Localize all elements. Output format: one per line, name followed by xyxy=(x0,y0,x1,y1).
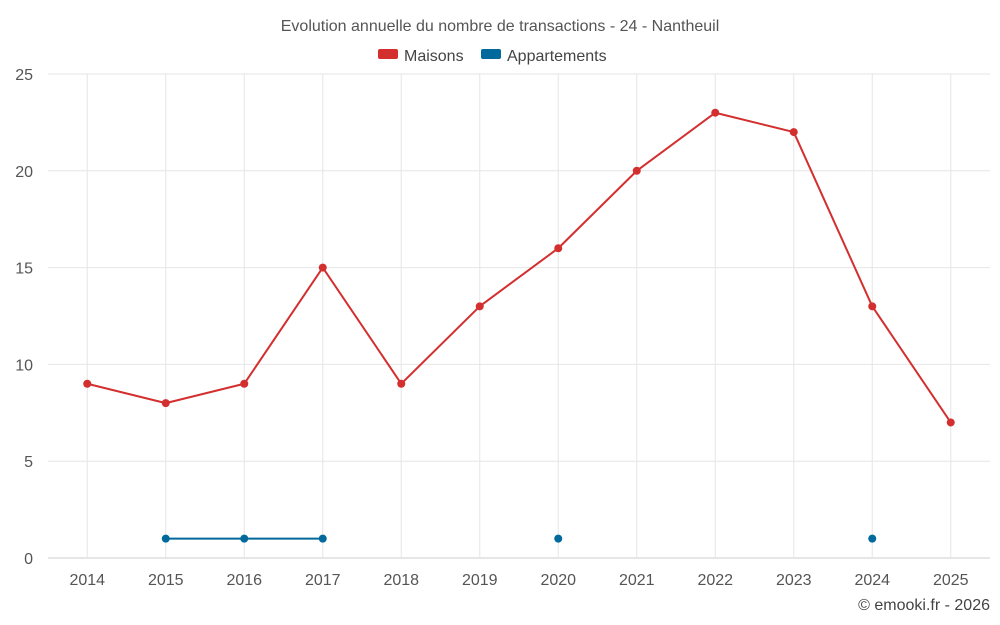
credit-text: © emooki.fr - 2026 xyxy=(858,597,990,614)
point-maisons-2024[interactable] xyxy=(868,302,877,311)
x-tick-label: 2019 xyxy=(462,572,498,589)
point-appartements-2017[interactable] xyxy=(318,534,327,543)
x-tick-label: 2017 xyxy=(305,572,341,589)
chart-title: Evolution annuelle du nombre de transact… xyxy=(281,18,720,35)
point-appartements-2015[interactable] xyxy=(161,534,170,543)
point-appartements-2024[interactable] xyxy=(868,534,877,543)
y-tick-label: 10 xyxy=(15,357,33,374)
legend-swatch-appartements xyxy=(481,49,501,59)
legend[interactable]: Maisons Appartements xyxy=(378,48,607,65)
point-maisons-2022[interactable] xyxy=(711,108,720,117)
point-maisons-2023[interactable] xyxy=(789,128,798,137)
series-layer xyxy=(83,108,955,543)
x-tick-label: 2014 xyxy=(69,572,105,589)
point-maisons-2017[interactable] xyxy=(318,263,327,272)
series-appartements xyxy=(161,534,877,543)
y-tick-label: 25 xyxy=(15,67,33,84)
point-appartements-2020[interactable] xyxy=(554,534,563,543)
x-tick-label: 2022 xyxy=(697,572,733,589)
grid xyxy=(48,73,990,559)
x-tick-label: 2015 xyxy=(148,572,184,589)
legend-label-maisons: Maisons xyxy=(404,48,464,65)
point-maisons-2019[interactable] xyxy=(475,302,484,311)
y-tick-label: 0 xyxy=(24,551,33,568)
legend-item-appartements[interactable]: Appartements xyxy=(481,48,607,65)
legend-item-maisons[interactable]: Maisons xyxy=(378,48,464,65)
x-tick-label: 2016 xyxy=(226,572,262,589)
x-tick-label: 2018 xyxy=(383,572,419,589)
point-maisons-2020[interactable] xyxy=(554,244,563,253)
x-tick-label: 2021 xyxy=(619,572,655,589)
series-maisons xyxy=(83,108,955,427)
x-tick-label: 2023 xyxy=(776,572,812,589)
x-tick-label: 2024 xyxy=(854,572,890,589)
series-line-maisons xyxy=(87,111,952,424)
x-tick-label: 2020 xyxy=(540,572,576,589)
point-maisons-2015[interactable] xyxy=(161,399,170,408)
y-tick-label: 5 xyxy=(24,454,33,471)
point-appartements-2016[interactable] xyxy=(240,534,249,543)
point-maisons-2014[interactable] xyxy=(83,379,92,388)
y-tick-label: 20 xyxy=(15,164,33,181)
legend-swatch-maisons xyxy=(378,49,398,59)
y-tick-label: 15 xyxy=(15,261,33,278)
legend-label-appartements: Appartements xyxy=(507,48,607,65)
point-maisons-2018[interactable] xyxy=(397,379,406,388)
x-tick-label: 2025 xyxy=(933,572,969,589)
point-maisons-2025[interactable] xyxy=(946,418,955,427)
point-maisons-2016[interactable] xyxy=(240,379,249,388)
point-maisons-2021[interactable] xyxy=(632,166,641,175)
